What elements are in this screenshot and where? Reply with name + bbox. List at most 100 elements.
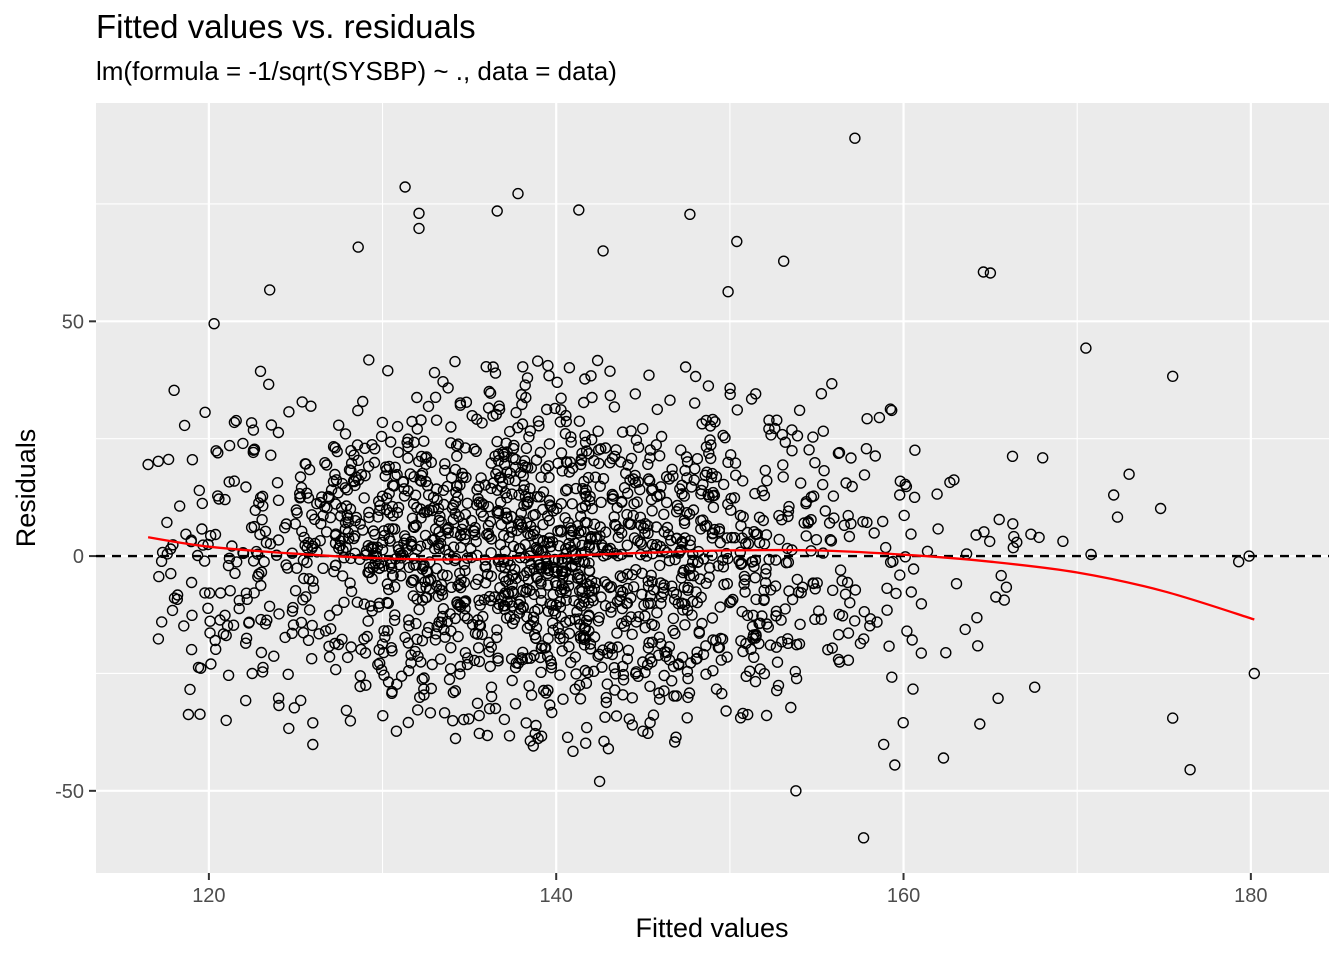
data-point [707, 501, 720, 513]
data-point [296, 525, 308, 537]
data-point [152, 455, 165, 467]
data-point [845, 518, 857, 530]
data-point [630, 434, 643, 446]
data-point [679, 361, 692, 373]
data-point [437, 569, 449, 581]
data-point [321, 459, 333, 471]
data-point [228, 416, 241, 429]
data-point [412, 650, 424, 663]
data-point [407, 498, 420, 510]
data-point [572, 520, 584, 532]
data-point [742, 708, 754, 721]
data-point [354, 680, 366, 693]
data-point [908, 491, 921, 503]
data-point [516, 654, 528, 666]
data-point [411, 391, 423, 404]
data-point [898, 509, 910, 522]
data-point [655, 481, 667, 493]
data-point [366, 605, 378, 617]
data-point [581, 721, 593, 734]
data-point [358, 598, 370, 610]
data-point [484, 660, 496, 673]
data-point [410, 617, 422, 630]
data-point [173, 500, 186, 512]
data-point [786, 445, 798, 457]
data-point [1025, 528, 1037, 540]
data-point [655, 597, 667, 610]
data-point [771, 684, 783, 697]
data-point [358, 633, 370, 645]
data-point [303, 573, 315, 585]
data-point [426, 658, 438, 671]
data-point [325, 623, 337, 635]
data-point [1000, 581, 1013, 593]
x-axis: 120 140 160 180 [192, 873, 1268, 907]
data-point [539, 642, 551, 654]
data-point [889, 759, 901, 771]
data-point [178, 620, 190, 632]
data-point [209, 634, 221, 647]
data-point [319, 457, 331, 469]
data-point [429, 391, 442, 403]
data-point [289, 585, 302, 597]
data-point [818, 465, 830, 477]
data-point [543, 514, 555, 527]
data-point [457, 471, 469, 483]
data-point [642, 458, 654, 470]
data-point [491, 624, 503, 636]
data-point [455, 574, 467, 586]
data-point [815, 388, 828, 400]
data-point [263, 600, 276, 612]
data-point [745, 393, 758, 405]
data-point [548, 554, 560, 566]
data-point [366, 572, 378, 585]
data-point [153, 570, 165, 583]
data-point [664, 394, 676, 406]
data-point [606, 488, 618, 501]
data-point [822, 644, 834, 656]
data-point [282, 668, 294, 680]
data-point [621, 653, 634, 665]
data-point [841, 576, 854, 589]
data-point [710, 471, 723, 483]
data-point [842, 509, 854, 522]
data-point [228, 475, 241, 487]
data-point [647, 709, 660, 721]
data-point [542, 605, 554, 617]
data-point [551, 376, 563, 388]
data-point [736, 557, 748, 570]
data-point [827, 490, 840, 502]
data-point [592, 615, 605, 627]
data-point [574, 618, 586, 631]
data-point [453, 511, 465, 523]
data-point [494, 582, 506, 594]
data-point [543, 494, 556, 507]
data-point [728, 492, 741, 504]
data-point [243, 616, 255, 628]
data-point [509, 698, 522, 710]
data-point [405, 535, 417, 548]
data-point [782, 637, 794, 649]
data-point [357, 395, 369, 408]
data-point [405, 649, 417, 661]
data-point [372, 658, 384, 671]
data-point [580, 677, 593, 689]
data-point [543, 532, 556, 544]
data-point [583, 609, 595, 621]
data-point [750, 593, 762, 606]
data-point [451, 450, 463, 462]
data-point [373, 562, 386, 574]
data-point [638, 522, 650, 534]
data-point [344, 577, 356, 589]
data-point [421, 627, 433, 639]
data-point [263, 378, 275, 390]
data-point [180, 528, 192, 540]
data-point [609, 668, 621, 680]
data-point [762, 621, 774, 633]
data-point [454, 397, 466, 409]
data-point [628, 581, 640, 593]
data-point [759, 577, 772, 589]
data-point [586, 391, 598, 404]
data-point [506, 600, 518, 612]
data-point [1184, 764, 1196, 776]
